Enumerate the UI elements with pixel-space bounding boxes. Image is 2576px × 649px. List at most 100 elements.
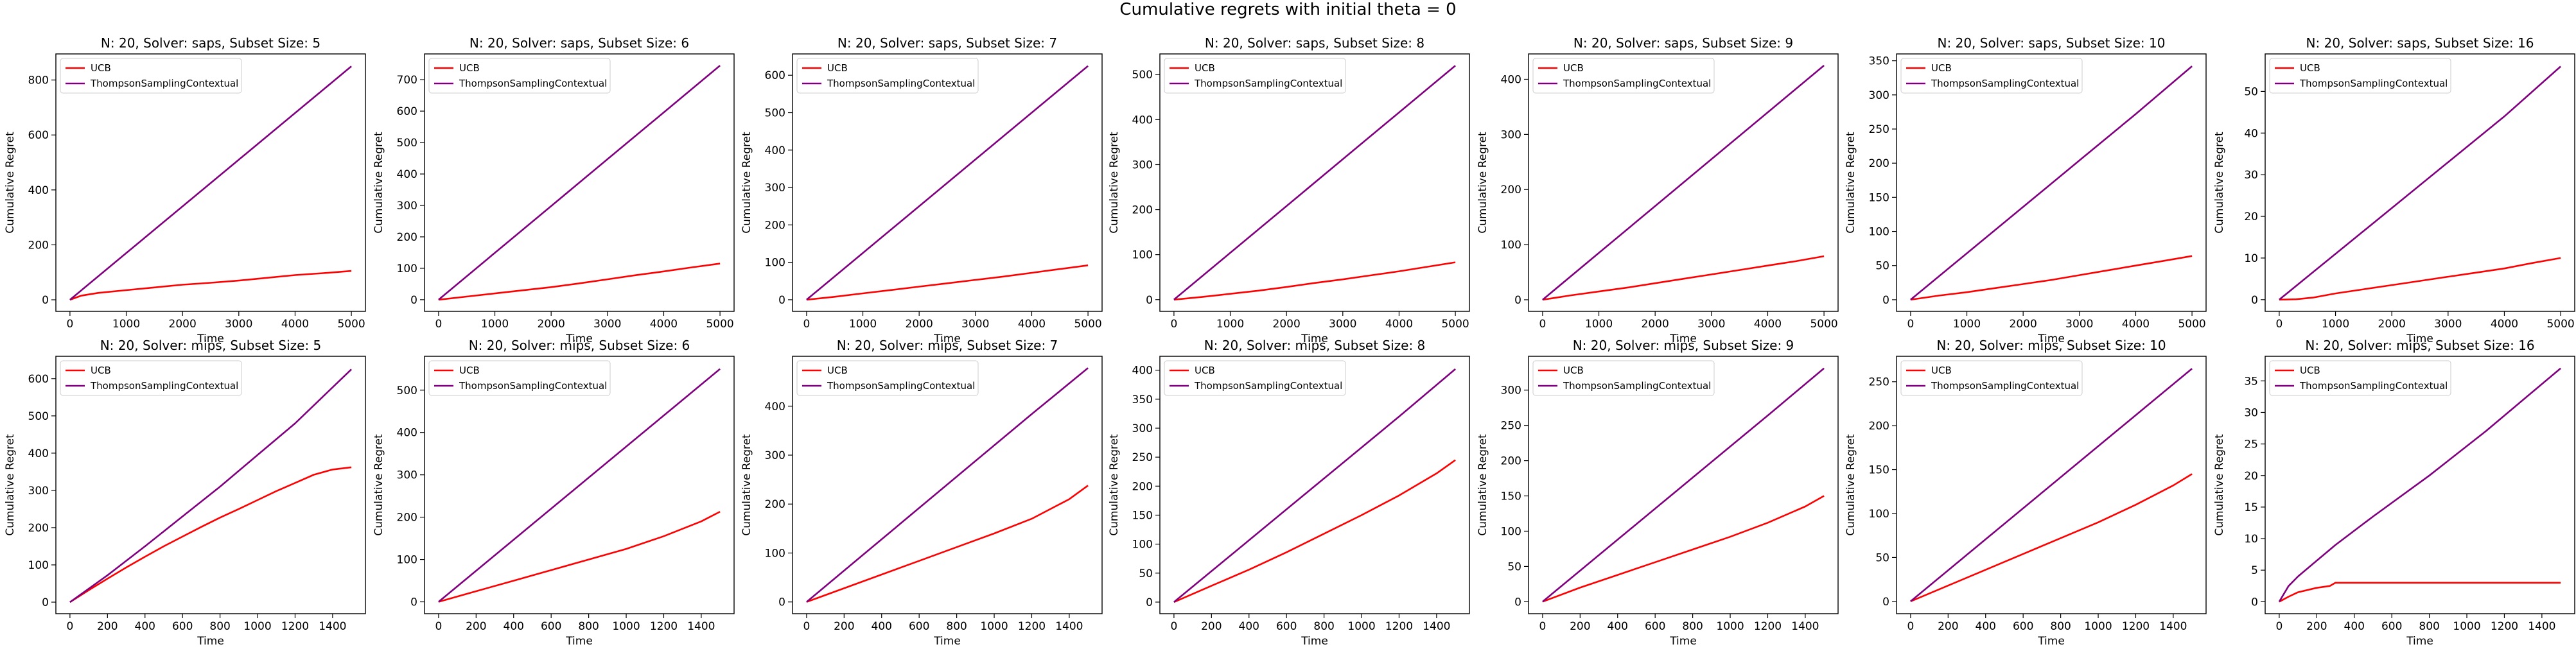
legend: UCB ThompsonSamplingContextual	[1164, 360, 1346, 396]
subplot-title: N: 20, Solver: mips, Subset Size: 8	[1204, 338, 1426, 353]
subplot-title: N: 20, Solver: saps, Subset Size: 10	[1938, 35, 2166, 51]
legend-box	[428, 58, 611, 94]
x-tick-label: 4000	[1018, 318, 1046, 331]
x-tick-label: 1000	[1585, 318, 1613, 331]
legend-box	[60, 360, 242, 396]
y-tick-label: 5	[2251, 564, 2258, 577]
y-tick-label: 100	[397, 554, 417, 567]
y-tick-label: 100	[28, 559, 49, 572]
subplot-mips-0: N: 20, Solver: mips, Subset Size: 5 0 200 4…	[4, 338, 366, 648]
x-tick-label: 400	[1976, 620, 1996, 633]
series-line-thompson	[1542, 65, 1825, 300]
y-tick-label: 800	[28, 74, 49, 87]
legend-entry: ThompsonSamplingContextual	[90, 380, 238, 392]
x-axis-label: Time	[197, 333, 224, 345]
x-tick-label: 3000	[2065, 318, 2093, 331]
y-tick-label: 350	[1132, 394, 1153, 406]
subplot-saps-1: N: 20, Solver: saps, Subset Size: 60 1000…	[372, 35, 735, 345]
axes-frame	[1159, 356, 1470, 614]
x-tick-label: 1200	[1754, 620, 1782, 633]
legend: UCB ThompsonSamplingContextual	[1164, 58, 1346, 94]
x-tick-label: 1000	[243, 620, 271, 633]
x-tick-label: 3000	[1697, 318, 1725, 331]
y-tick-label: 20	[2244, 470, 2258, 483]
x-axis-label: Time	[565, 333, 593, 345]
legend: UCB ThompsonSamplingContextual	[1532, 360, 1715, 396]
y-tick-label: 200	[1869, 420, 1889, 433]
legend-entry: ThompsonSamplingContextual	[459, 380, 607, 392]
y-tick-label: 0	[778, 294, 785, 307]
legend-entry: UCB	[91, 365, 111, 376]
y-tick-label: 250	[1869, 376, 1889, 389]
x-tick-label: 5000	[337, 318, 365, 331]
subplot-mips-6: N: 20, Solver: mips, Subset Size: 160 200…	[2213, 338, 2575, 648]
y-tick-label: 400	[1501, 73, 1521, 86]
legend-entry: ThompsonSamplingContextual	[1563, 78, 1711, 89]
y-tick-label: 100	[1501, 239, 1521, 252]
subplot-title: N: 20, Solver: saps, Subset Size: 8	[1205, 35, 1424, 51]
subplot-mips-4: N: 20, Solver: mips, Subset Size: 9 0 200 4…	[1476, 338, 1839, 648]
y-tick-label: 400	[28, 184, 49, 197]
x-tick-label: 1000	[112, 318, 140, 331]
y-tick-label: 50	[1875, 551, 1889, 564]
y-tick-label: 100	[1132, 539, 1153, 551]
axes-frame	[55, 356, 366, 614]
legend-entry: UCB	[1563, 62, 1584, 74]
legend-box	[1164, 360, 1346, 396]
y-tick-label: 0	[1882, 294, 1889, 307]
x-tick-label: 200	[466, 620, 486, 633]
x-tick-label: 1000	[1216, 318, 1244, 331]
series-line-ucb	[1542, 495, 1825, 603]
x-axis-label: Time	[1669, 635, 1697, 648]
y-tick-label: 200	[1132, 480, 1153, 493]
y-tick-label: 400	[397, 168, 417, 181]
y-tick-label: 700	[397, 74, 417, 87]
subplot-title: N: 20, Solver: mips, Subset Size: 10	[1936, 338, 2166, 353]
y-axis-label: Cumulative Regret	[1844, 434, 1857, 536]
legend: UCB ThompsonSamplingContextual	[60, 360, 242, 396]
legend-entry: UCB	[1563, 365, 1584, 376]
legend-entry: ThompsonSamplingContextual	[827, 78, 975, 89]
x-tick-label: 3000	[2434, 318, 2462, 331]
x-tick-label: 800	[578, 620, 599, 633]
x-tick-label: 1000	[2453, 620, 2480, 633]
x-tick-label: 2000	[538, 318, 565, 331]
y-tick-label: 50	[2244, 85, 2258, 98]
series-line-ucb	[1910, 255, 2193, 301]
x-tick-label: 1000	[1953, 318, 1981, 331]
x-axis-label: Time	[933, 635, 961, 648]
legend-box	[796, 58, 979, 94]
legend-entry: ThompsonSamplingContextual	[459, 78, 607, 89]
y-tick-label: 500	[397, 385, 417, 397]
subplot-title: N: 20, Solver: mips, Subset Size: 7	[837, 338, 1058, 353]
y-tick-label: 300	[1501, 385, 1521, 397]
x-tick-label: 400	[1239, 620, 1259, 633]
y-tick-label: 0	[778, 596, 785, 609]
x-tick-label: 0	[803, 318, 810, 331]
legend-entry: UCB	[2300, 365, 2320, 376]
x-axis-label: Time	[1301, 333, 1328, 345]
y-tick-label: 500	[397, 137, 417, 150]
y-tick-label: 300	[765, 449, 785, 462]
y-tick-label: 250	[1132, 451, 1153, 464]
x-tick-label: 5000	[706, 318, 733, 331]
y-tick-label: 400	[397, 427, 417, 440]
y-tick-label: 200	[397, 231, 417, 244]
subplot-mips-3: N: 20, Solver: mips, Subset Size: 8 0 200 4…	[1108, 338, 1470, 648]
x-tick-label: 5000	[1074, 318, 1101, 331]
y-tick-label: 100	[1869, 226, 1889, 239]
subplot-saps-0: N: 20, Solver: saps, Subset Size: 5 0 1000…	[4, 35, 366, 345]
y-axis-label: Cumulative Regret	[4, 132, 17, 234]
series-line-ucb	[2279, 582, 2561, 603]
y-tick-label: 20	[2244, 211, 2258, 223]
series-line-thompson	[1910, 65, 2193, 300]
x-tick-label: 0	[435, 620, 442, 633]
x-tick-label: 1000	[1347, 620, 1375, 633]
legend-entry: ThompsonSamplingContextual	[2299, 380, 2448, 392]
legend-entry: UCB	[1931, 62, 1952, 74]
legend: UCB ThompsonSamplingContextual	[1532, 58, 1715, 94]
series-line-ucb	[1910, 473, 2193, 602]
legend-entry: ThompsonSamplingContextual	[1563, 380, 1711, 392]
legend: UCB ThompsonSamplingContextual	[428, 58, 611, 94]
